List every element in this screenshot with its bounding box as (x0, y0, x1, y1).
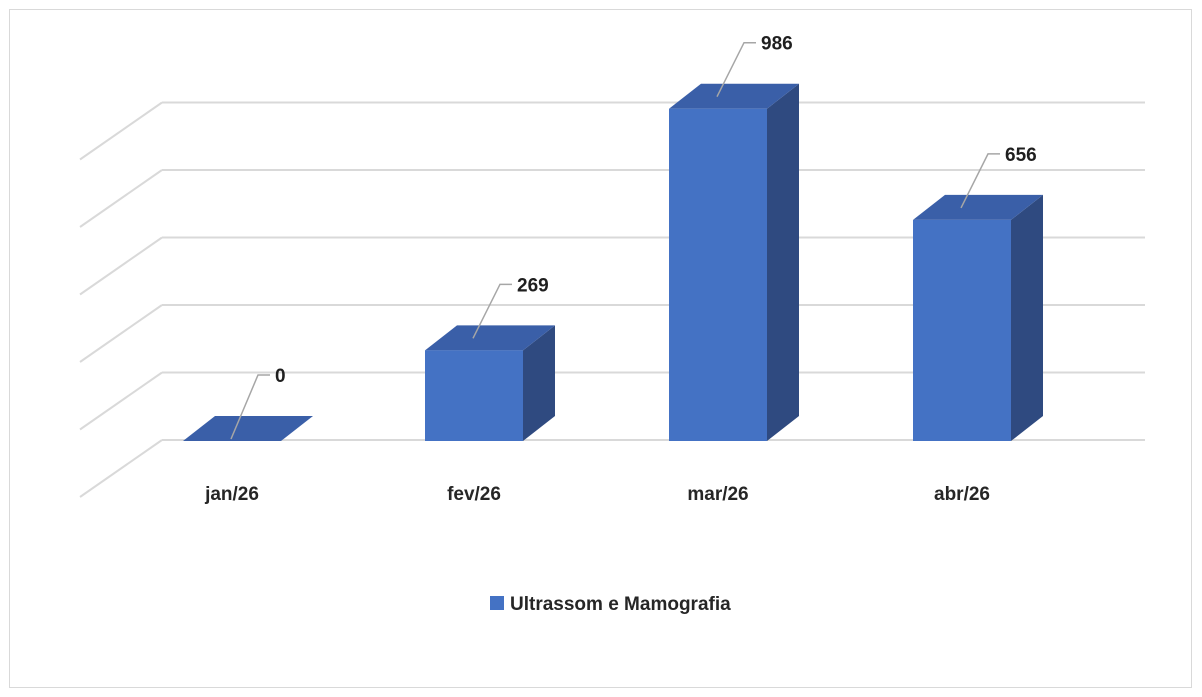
gridline-side (79, 169, 163, 228)
data-label: 0 (275, 366, 286, 387)
bar-front (669, 108, 767, 441)
bar-side (767, 83, 799, 441)
x-tick-label: jan/26 (204, 484, 259, 505)
data-label: 986 (761, 34, 793, 55)
leader-line (960, 153, 1000, 209)
gridline-side (79, 101, 163, 161)
x-tick-label: fev/26 (447, 484, 501, 505)
bar-top (425, 325, 555, 351)
bar-side (1011, 194, 1043, 441)
bars (183, 83, 1043, 441)
x-axis: jan/26 fev/26 mar/26 abr/26 (204, 484, 990, 505)
bar-side (523, 325, 555, 441)
data-label: 269 (517, 275, 549, 296)
gridline-side (79, 439, 163, 498)
bar-top (669, 83, 799, 109)
leader-line (716, 41, 756, 98)
x-tick-label: mar/26 (687, 484, 748, 505)
leader-line (230, 374, 270, 440)
data-labels: 0 269 986 656 (230, 34, 1037, 440)
legend-label: Ultrassom e Mamografia (510, 594, 731, 615)
leader-line (472, 283, 512, 339)
gridline-side (79, 304, 163, 363)
data-label: 656 (1005, 145, 1037, 166)
gridline-side (79, 371, 163, 431)
legend-swatch (490, 596, 504, 610)
bar-top (913, 194, 1043, 220)
x-tick-label: abr/26 (934, 484, 990, 505)
bar-front (913, 219, 1011, 441)
legend: Ultrassom e Mamografia (490, 594, 731, 615)
gridline-side (79, 236, 163, 296)
bar-top (183, 416, 313, 441)
bar-front (425, 350, 523, 441)
